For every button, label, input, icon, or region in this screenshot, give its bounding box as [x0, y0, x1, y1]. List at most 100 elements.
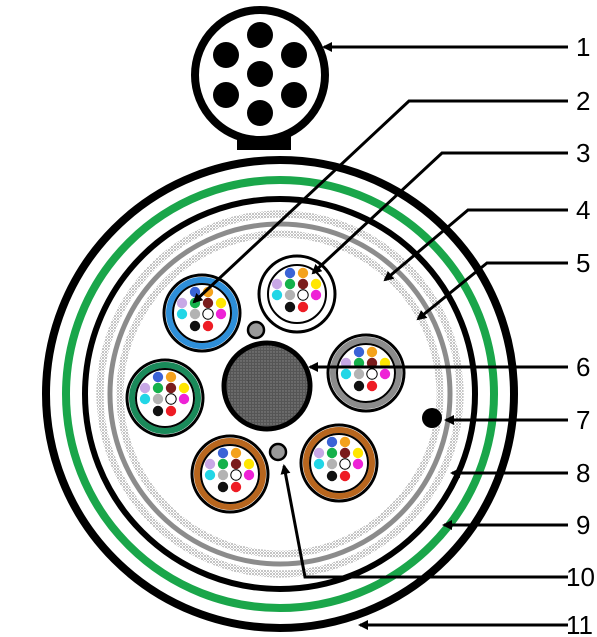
optical-fibre — [217, 469, 229, 481]
optical-fibre — [353, 380, 365, 392]
optical-fibre — [339, 436, 351, 448]
optical-fibre — [326, 458, 338, 470]
optical-fibre — [352, 447, 364, 459]
loose-tubes — [125, 254, 406, 514]
loose-tube-white — [257, 254, 337, 334]
optical-fibre — [297, 289, 309, 301]
optical-fibre — [202, 320, 214, 332]
optical-fibre — [339, 470, 351, 482]
optical-fibre — [215, 308, 227, 320]
optical-fibre — [165, 382, 177, 394]
tube-inner-ring — [267, 264, 327, 324]
optical-fibre — [152, 371, 164, 383]
tube-inner-ring — [135, 368, 195, 428]
loose-tube-gray — [326, 333, 406, 413]
callout-label-9: 9 — [576, 510, 590, 540]
filler-rod-bottom — [268, 442, 288, 462]
messenger-strands — [213, 22, 307, 126]
leader-lines — [192, 42, 568, 630]
callout-label-5: 5 — [576, 248, 590, 278]
optical-fibre — [313, 458, 325, 470]
optical-fibre — [165, 393, 177, 405]
callout-label-4: 4 — [576, 195, 590, 225]
optical-fibre — [310, 289, 322, 301]
optical-fibre — [178, 393, 190, 405]
tube-inner-ring — [336, 343, 396, 403]
optical-fibre — [366, 380, 378, 392]
optical-fibre — [165, 371, 177, 383]
leader-line-2 — [192, 99, 568, 304]
optical-fibre — [271, 289, 283, 301]
leader-line-10 — [280, 464, 568, 579]
optical-fibre — [204, 458, 216, 470]
optical-fibre — [297, 267, 309, 279]
optical-fibre — [230, 458, 242, 470]
optical-fibre — [353, 346, 365, 358]
optical-fibre — [178, 382, 190, 394]
optical-fibre — [271, 278, 283, 290]
ripcord — [422, 408, 442, 428]
tube-inner-ring — [309, 433, 369, 493]
optical-fibre — [297, 301, 309, 313]
callout-label-8: 8 — [576, 458, 590, 488]
optical-fibre — [176, 297, 188, 309]
messenger-strand — [213, 82, 239, 108]
messenger-strand — [281, 82, 307, 108]
central-strength-member — [221, 340, 313, 432]
optical-fibre — [217, 481, 229, 493]
optical-fibre — [284, 278, 296, 290]
callout-label-2: 2 — [576, 86, 590, 116]
tube-inner-ring — [172, 283, 232, 343]
callout-labels: 1 2 3 4 5 6 7 8 9 10 11 — [566, 32, 595, 637]
optical-fibre — [176, 308, 188, 320]
green-tape-layer — [62, 176, 498, 612]
optical-fibre — [366, 346, 378, 358]
callout-label-7: 7 — [576, 405, 590, 435]
optical-fibre — [152, 382, 164, 394]
leader-line-4 — [383, 208, 568, 282]
optical-fibre — [139, 382, 151, 394]
water-blocking-yarn-inner — [116, 230, 444, 558]
optical-fibre — [215, 297, 227, 309]
messenger-strand — [247, 22, 273, 48]
optical-fibre — [165, 405, 177, 417]
optical-fibre — [310, 278, 322, 290]
optical-fibre — [230, 469, 242, 481]
messenger-strand — [247, 61, 273, 87]
optical-fibre — [284, 267, 296, 279]
optical-fibre — [297, 278, 309, 290]
optical-fibre — [353, 368, 365, 380]
optical-fibre — [217, 458, 229, 470]
optical-fibre — [340, 368, 352, 380]
water-blocking-yarn-outer — [96, 210, 464, 578]
messenger-strand — [247, 100, 273, 126]
loose-tube-brown-2 — [190, 434, 270, 514]
optical-fibre — [284, 289, 296, 301]
optical-fibre — [202, 297, 214, 309]
optical-fibre — [230, 481, 242, 493]
callout-label-3: 3 — [576, 138, 590, 168]
optical-fibre — [217, 447, 229, 459]
tube-inner-ring — [200, 444, 260, 504]
optical-fibre — [352, 458, 364, 470]
optical-fibre — [202, 308, 214, 320]
optical-fibre — [230, 447, 242, 459]
callout-label-1: 1 — [576, 32, 590, 62]
optical-fibre — [366, 368, 378, 380]
optical-fibre — [152, 393, 164, 405]
optical-fibre — [326, 470, 338, 482]
optical-fibre — [152, 405, 164, 417]
optical-fibre — [204, 469, 216, 481]
loose-tube-green — [125, 358, 205, 438]
messenger-strand — [281, 42, 307, 68]
optical-fibre — [339, 447, 351, 459]
optical-fibre — [339, 458, 351, 470]
leader-line-3 — [311, 151, 568, 275]
loose-tube-blue — [162, 273, 242, 353]
optical-fibre — [139, 393, 151, 405]
optical-fibre — [379, 368, 391, 380]
messenger-wire — [191, 6, 329, 150]
filler-rod-top — [246, 320, 266, 340]
optical-fibre — [189, 320, 201, 332]
